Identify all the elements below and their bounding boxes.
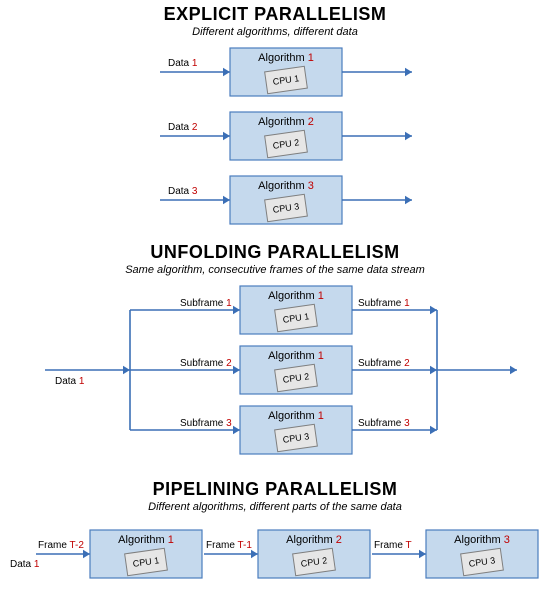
section-unfolding: UNFOLDING PARALLELISM Same algorithm, con… <box>45 242 517 454</box>
algorithm-box: Algorithm 1CPU 2 <box>240 346 352 394</box>
algorithm-box: Algorithm 1CPU 1 <box>90 530 202 578</box>
data-label: Data 1 <box>10 559 40 570</box>
data-label: Data 1 <box>168 58 198 69</box>
subframe-in-label: Subframe 1 <box>180 298 232 309</box>
arrow <box>342 196 412 204</box>
algorithm-label: Algorithm 1 <box>268 290 324 302</box>
subframe-out-label: Subframe 2 <box>358 358 410 369</box>
algorithm-label: Algorithm 2 <box>258 116 314 128</box>
algorithm-box: Algorithm 1CPU 1 <box>230 48 342 96</box>
algorithm-box: Algorithm 2CPU 2 <box>230 112 342 160</box>
algorithm-box: Algorithm 2CPU 2 <box>258 530 370 578</box>
frame-label: Frame T-2 <box>38 540 84 551</box>
data-label: Data 2 <box>168 122 198 133</box>
algorithm-label: Algorithm 1 <box>268 350 324 362</box>
section-title: EXPLICIT PARALLELISM <box>164 4 387 24</box>
subframe-out-label: Subframe 1 <box>358 298 410 309</box>
arrow <box>437 366 517 374</box>
data-label: Data 1 <box>55 376 85 387</box>
subframe-in-label: Subframe 3 <box>180 418 232 429</box>
data-label: Data 3 <box>168 186 198 197</box>
arrow <box>36 550 90 558</box>
algorithm-label: Algorithm 2 <box>286 534 342 546</box>
algorithm-label: Algorithm 3 <box>454 534 510 546</box>
algorithm-label: Algorithm 1 <box>268 410 324 422</box>
arrow <box>160 132 230 140</box>
arrow <box>45 366 130 374</box>
algorithm-label: Algorithm 1 <box>118 534 174 546</box>
section-title: PIPELINING PARALLELISM <box>153 479 398 499</box>
arrow <box>342 132 412 140</box>
arrow <box>160 68 230 76</box>
frame-label: Frame T <box>374 540 412 551</box>
arrow <box>372 550 426 558</box>
section-subtitle: Different algorithms, different parts of… <box>148 501 402 513</box>
algorithm-box: Algorithm 1CPU 3 <box>240 406 352 454</box>
subframe-out-label: Subframe 3 <box>358 418 410 429</box>
section-pipelining: PIPELINING PARALLELISM Different algorith… <box>10 479 538 578</box>
algorithm-box: Algorithm 3CPU 3 <box>230 176 342 224</box>
arrow <box>342 68 412 76</box>
arrow <box>160 196 230 204</box>
section-title: UNFOLDING PARALLELISM <box>150 242 399 262</box>
section-subtitle: Same algorithm, consecutive frames of th… <box>125 264 425 276</box>
subframe-in-label: Subframe 2 <box>180 358 232 369</box>
frame-label: Frame T-1 <box>206 540 252 551</box>
section-explicit: EXPLICIT PARALLELISM Different algorithms… <box>160 4 412 224</box>
algorithm-box: Algorithm 3CPU 3 <box>426 530 538 578</box>
algorithm-label: Algorithm 3 <box>258 180 314 192</box>
algorithm-label: Algorithm 1 <box>258 52 314 64</box>
section-subtitle: Different algorithms, different data <box>192 26 358 38</box>
arrow <box>204 550 258 558</box>
algorithm-box: Algorithm 1CPU 1 <box>240 286 352 334</box>
